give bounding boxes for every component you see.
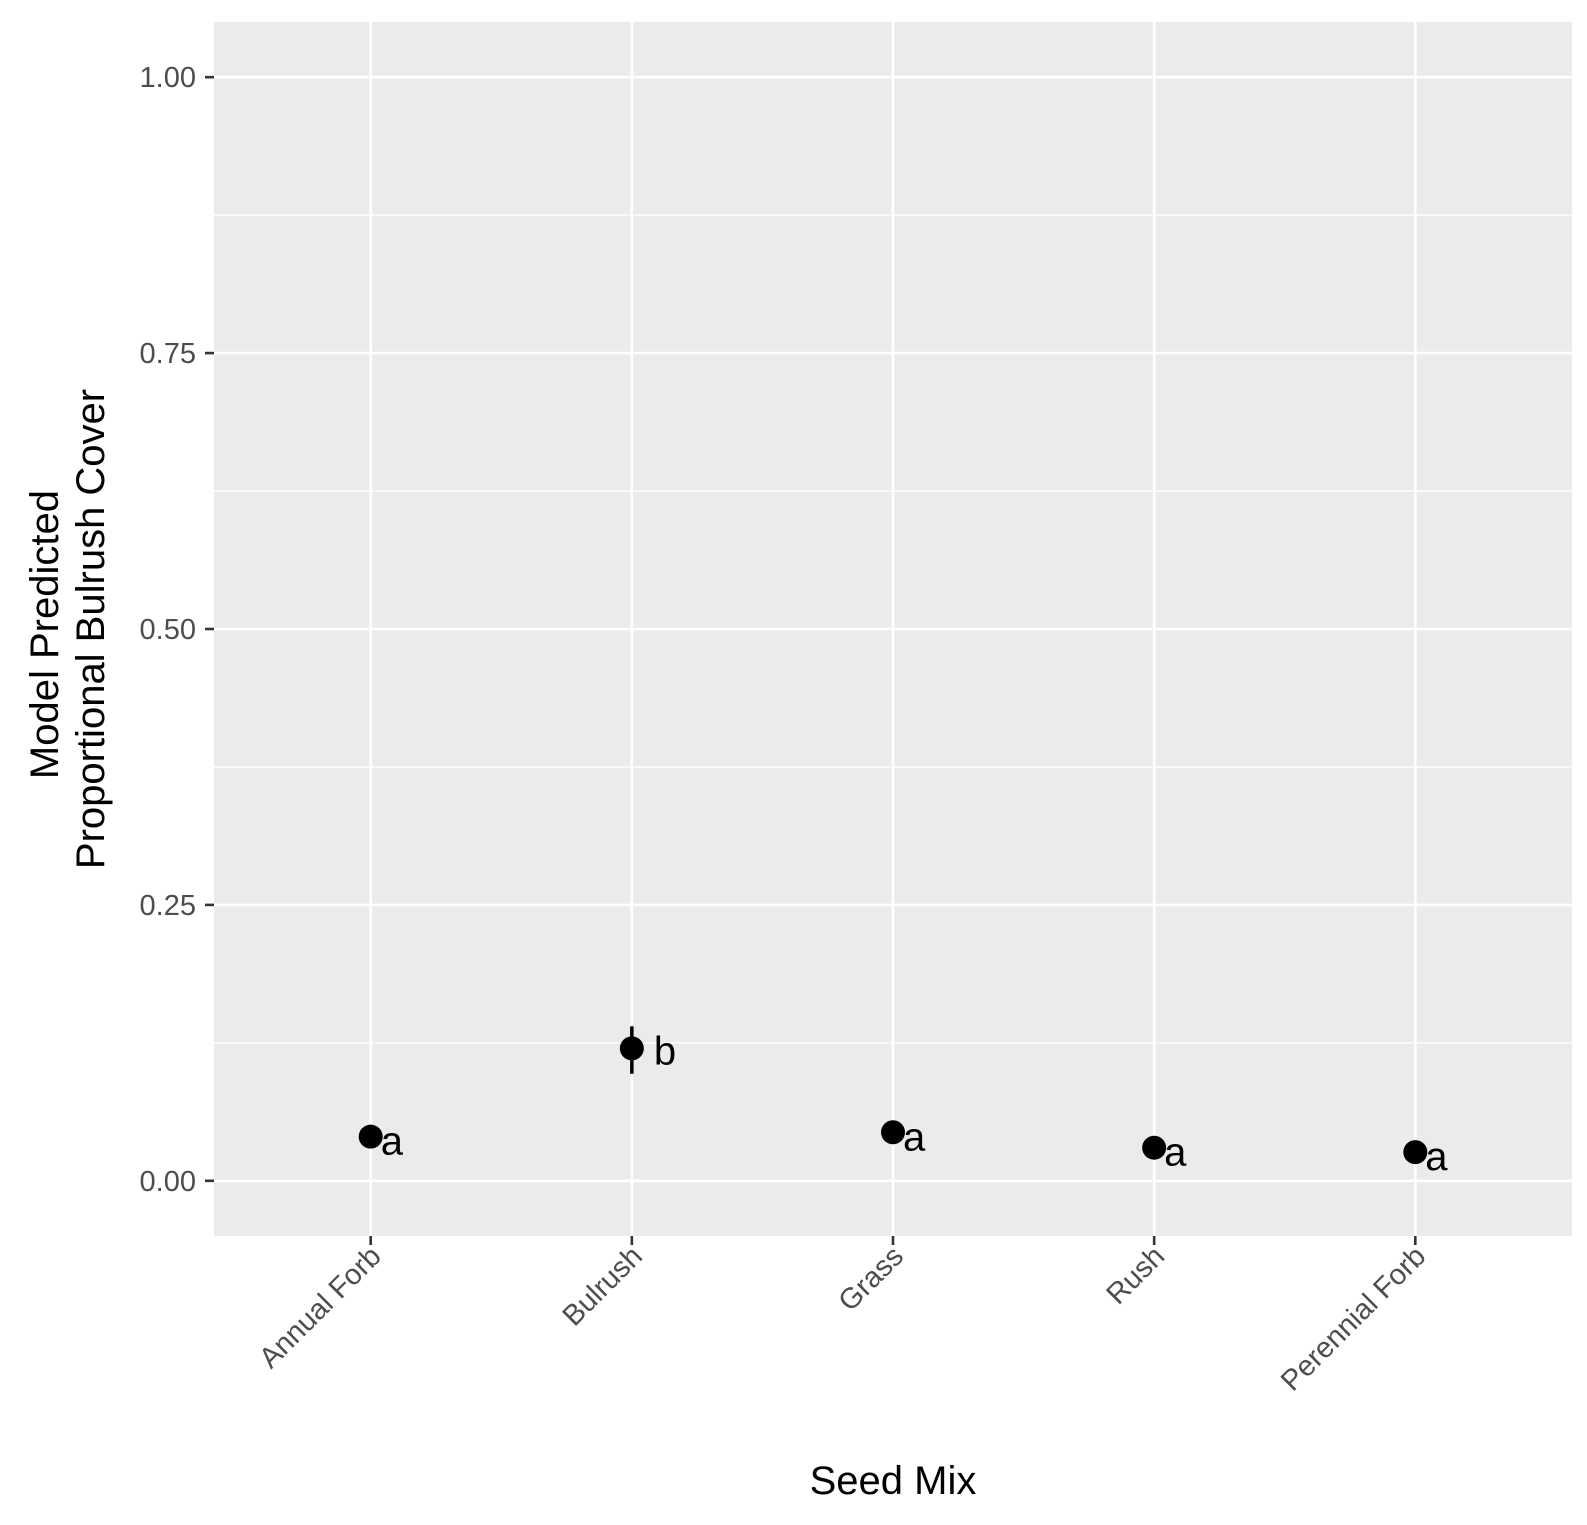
x-tick-label: Rush [1101,1240,1172,1311]
data-point [1403,1140,1428,1165]
y-axis-title-line-2: Proportional Bulrush Cover [69,389,113,869]
point-letter-label: a [381,1120,404,1164]
x-tick-label: Bulrush [557,1240,649,1332]
point-letter-label: a [903,1115,926,1159]
y-axis-ticks [205,75,214,1183]
data-point [619,1036,644,1061]
y-tick-label: 0.00 [140,1166,196,1198]
point-letter-label: a [1164,1131,1187,1175]
point-letter-label: a [1425,1135,1448,1179]
x-axis-ticks [369,1236,1417,1245]
y-tick-label: 0.25 [140,890,196,922]
y-axis-title: Model Predicted Proportional Bulrush Cov… [23,389,113,869]
x-axis-title: Seed Mix [810,1459,977,1503]
data-point [881,1120,905,1145]
data-point [358,1124,383,1149]
point-letter-label: b [654,1029,676,1073]
x-axis-tick-labels: Annual Forb Bulrush Grass Rush Perennial For… [253,1240,1432,1397]
y-tick-label: 1.00 [140,62,196,94]
y-tick-label: 0.50 [140,614,196,646]
y-tick-label: 0.75 [140,338,196,370]
y-axis-tick-labels: 0.00 0.25 0.50 0.75 1.00 [140,62,196,1198]
data-point [1142,1135,1167,1160]
x-tick-label: Perennial Forb [1275,1240,1432,1397]
point-labels: a b a a a [381,1029,1449,1179]
data-points [358,1036,1428,1165]
x-tick-label: Annual Forb [253,1240,387,1374]
x-tick-label: Grass [833,1240,910,1317]
y-axis-title-line-1: Model Predicted [23,490,67,779]
